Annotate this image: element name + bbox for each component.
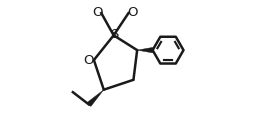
Text: O: O	[127, 6, 137, 19]
Polygon shape	[137, 47, 153, 53]
Text: O: O	[92, 6, 103, 19]
Polygon shape	[87, 90, 104, 106]
Text: S: S	[110, 28, 118, 41]
Text: O: O	[84, 54, 94, 66]
